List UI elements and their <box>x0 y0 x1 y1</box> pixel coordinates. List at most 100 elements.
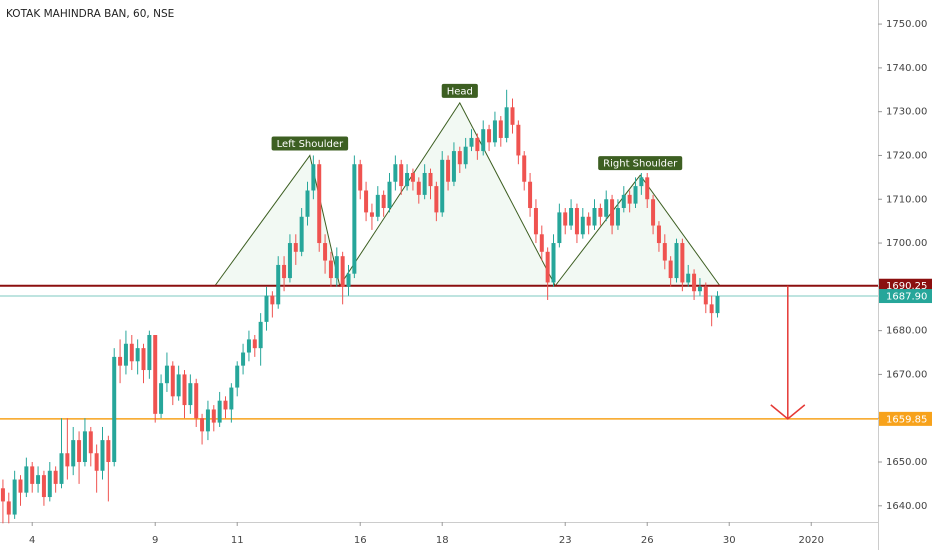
candle-body <box>123 343 128 366</box>
x-tick-label: 16 <box>354 535 367 546</box>
level-tag-label: 1659.85 <box>886 414 927 425</box>
candle-body <box>545 251 550 283</box>
candle-body <box>135 348 140 362</box>
pattern-area <box>214 155 340 286</box>
candle-body <box>82 431 87 463</box>
candle-body <box>12 479 17 515</box>
candle-body <box>387 181 392 209</box>
candle-body <box>188 383 193 406</box>
candle-body <box>258 321 263 349</box>
candle-body <box>451 151 456 182</box>
y-tick-label: 1680.00 <box>886 326 927 337</box>
candle-body <box>680 243 685 283</box>
candle-body <box>498 120 503 138</box>
candle-body <box>53 470 58 484</box>
candle-body <box>516 124 521 156</box>
candle-body <box>88 431 93 454</box>
candle-body <box>18 479 23 493</box>
candle-body <box>229 387 234 410</box>
candle-body <box>323 243 328 261</box>
candle-body <box>651 199 656 226</box>
candle-body <box>241 352 246 366</box>
x-tick-label: 2020 <box>799 535 824 546</box>
x-tick-label: 18 <box>436 535 449 546</box>
y-tick-label: 1740.00 <box>886 63 927 74</box>
candle-body <box>164 365 169 384</box>
candle-body <box>557 212 562 244</box>
candle-body <box>446 159 451 182</box>
candle-body <box>211 409 216 423</box>
candle-body <box>106 440 111 463</box>
chart-title: KOTAK MAHINDRA BAN, 60, NSE <box>6 8 174 20</box>
candle-body <box>697 286 702 292</box>
y-tick-label: 1670.00 <box>886 369 927 380</box>
y-tick-label: 1730.00 <box>886 107 927 118</box>
candle-body <box>463 146 468 165</box>
candle-body <box>405 172 410 187</box>
level-tag-label: 1687.90 <box>886 292 927 303</box>
candle-body <box>176 374 181 397</box>
annotation-label: Right Shoulder <box>603 159 678 170</box>
candle-body <box>340 256 345 287</box>
candle-body <box>621 194 626 209</box>
candle-body <box>24 466 29 493</box>
candle-body <box>533 208 538 235</box>
pattern-line <box>214 101 721 287</box>
candle-body <box>317 164 322 244</box>
candle-body <box>182 374 187 406</box>
candle-body <box>598 208 603 217</box>
candle-body <box>200 418 205 432</box>
candle-body <box>487 129 492 143</box>
candle-body <box>293 243 298 252</box>
x-tick-label: 9 <box>152 535 158 546</box>
y-tick-label: 1700.00 <box>886 238 927 249</box>
candle-body <box>0 488 5 502</box>
candle-body <box>469 137 474 147</box>
candle-body <box>410 172 415 182</box>
candle-body <box>563 212 568 226</box>
candle-body <box>59 453 64 484</box>
x-tick-label: 4 <box>29 535 35 546</box>
annotation-label: Left Shoulder <box>277 139 344 150</box>
candle-body <box>47 470 52 498</box>
candle-body <box>715 296 720 314</box>
candle-body <box>510 107 515 125</box>
x-tick-label: 23 <box>559 535 572 546</box>
candle-body <box>65 453 70 467</box>
candle-body <box>586 216 591 226</box>
candle-body <box>574 208 579 235</box>
candle-body <box>416 181 421 195</box>
candle-body <box>352 164 357 274</box>
candle-body <box>252 339 257 349</box>
candle-body <box>674 243 679 279</box>
y-tick-label: 1650.00 <box>886 457 927 468</box>
candle-body <box>36 475 41 484</box>
candle-body <box>668 260 673 279</box>
y-tick-label: 1710.00 <box>886 194 927 205</box>
level-tag <box>879 411 932 426</box>
candle-body <box>217 400 222 423</box>
candle-body <box>328 260 333 279</box>
candle-body <box>194 383 199 419</box>
candle-body <box>692 273 697 292</box>
candle-body <box>615 208 620 226</box>
candle-body <box>270 295 275 305</box>
candle-body <box>399 164 404 187</box>
candle-body <box>375 194 380 217</box>
y-tick-label: 1750.00 <box>886 19 927 30</box>
pattern-area <box>555 175 720 286</box>
candle-body <box>434 186 439 213</box>
level-tag-label: 1690.25 <box>886 281 927 292</box>
candle-body <box>141 348 146 371</box>
candle-body <box>305 190 310 217</box>
annotation-box <box>271 136 349 151</box>
y-tick-label: 1720.00 <box>886 150 927 161</box>
candle-body <box>481 129 486 152</box>
x-tick-label: 26 <box>641 535 654 546</box>
candle-body <box>662 243 667 261</box>
candle-body <box>246 339 251 353</box>
candle-body <box>235 365 240 388</box>
annotation-box <box>598 156 683 171</box>
candle-body <box>504 107 509 138</box>
candle-body <box>223 400 228 410</box>
